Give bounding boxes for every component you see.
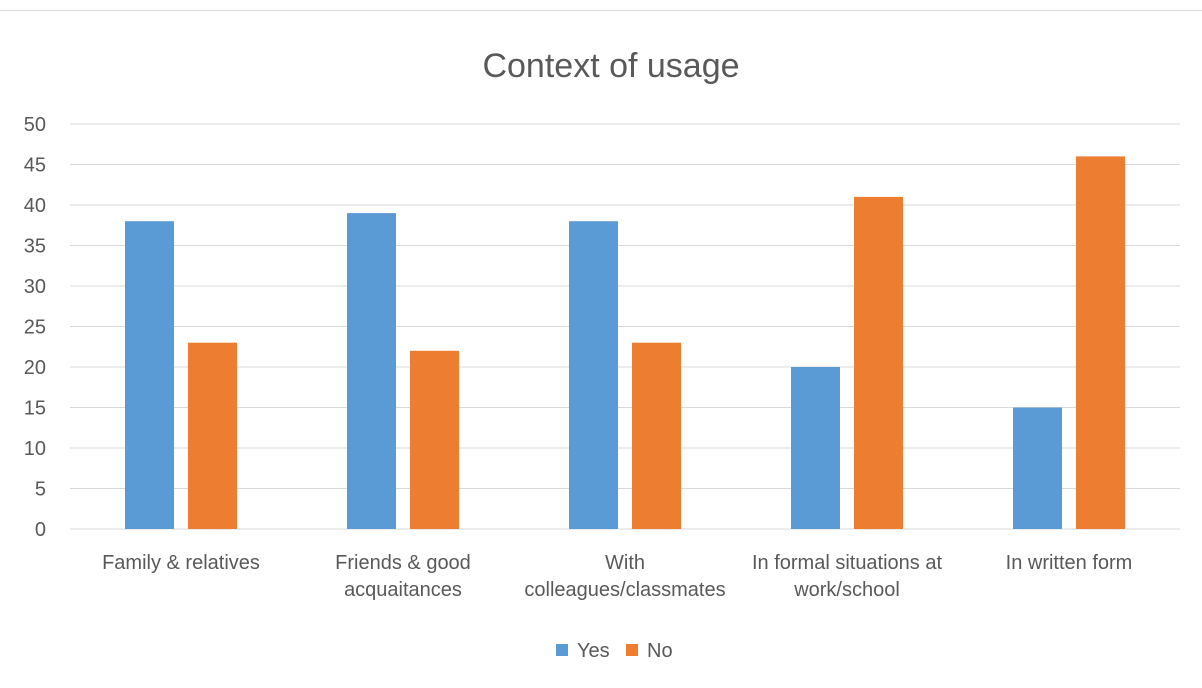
bar-yes-5 (1013, 407, 1062, 529)
x-category-label: Friends & good (335, 552, 471, 574)
x-category-label: acquaitances (344, 579, 462, 601)
top-divider (0, 10, 1202, 11)
bar-no-2 (410, 350, 459, 529)
legend-swatch-yes (556, 644, 568, 656)
y-tick-label: 10 (24, 438, 46, 460)
x-category-label: Family & relatives (102, 552, 260, 574)
bar-yes-1 (125, 221, 174, 529)
x-category-label: In written form (1006, 552, 1133, 574)
bar-yes-3 (569, 221, 618, 529)
x-category-label: In formal situations at (752, 552, 943, 574)
legend-swatch-no (626, 644, 638, 656)
x-axis: Family & relatives Friends & good acquaita… (102, 552, 1132, 601)
bar-yes-4 (791, 367, 840, 529)
legend-label-yes: Yes (577, 640, 610, 662)
bar-no-4 (854, 196, 903, 529)
bars (125, 156, 1125, 529)
y-tick-label: 35 (24, 236, 46, 258)
y-tick-label: 50 (24, 114, 46, 136)
y-tick-label: 20 (24, 357, 46, 379)
legend-label-no: No (647, 640, 673, 662)
y-tick-label: 15 (24, 398, 46, 420)
bar-no-3 (632, 342, 681, 529)
bar-no-1 (188, 342, 237, 529)
bar-yes-2 (347, 213, 396, 529)
y-tick-label: 45 (24, 155, 46, 177)
chart-title: Context of usage (482, 47, 739, 85)
x-category-label: work/school (793, 579, 900, 601)
bar-no-5 (1076, 156, 1125, 529)
legend: Yes No (556, 640, 673, 662)
x-category-label: With (605, 552, 645, 574)
gridlines (70, 123, 1180, 530)
y-tick-label: 30 (24, 276, 46, 298)
y-tick-label: 5 (35, 479, 46, 501)
y-tick-label: 0 (35, 519, 46, 541)
y-axis: 0 5 10 15 20 25 30 35 40 45 50 (24, 114, 46, 541)
x-category-label: colleagues/classmates (524, 579, 725, 601)
y-tick-label: 25 (24, 317, 46, 339)
y-tick-label: 40 (24, 195, 46, 217)
